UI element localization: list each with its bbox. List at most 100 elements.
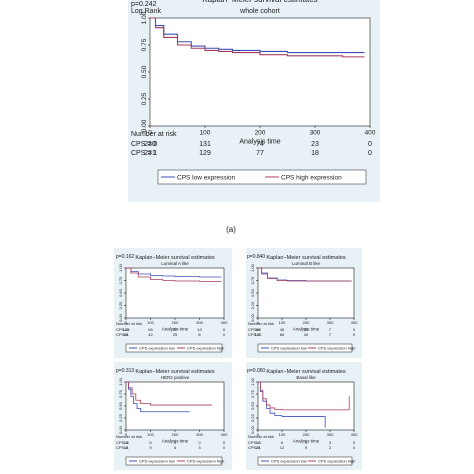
risk-value: 0 bbox=[368, 141, 372, 148]
x-tick-label: 300 bbox=[196, 320, 203, 325]
x-axis-label: Analysis time bbox=[162, 327, 189, 332]
chart-subtitle: Luminal B like bbox=[292, 261, 321, 266]
legend-box bbox=[257, 343, 353, 353]
p-value: p=0.050 bbox=[247, 368, 265, 374]
risk-value: 9 bbox=[305, 445, 308, 450]
series-line-2 bbox=[258, 381, 350, 411]
legend-box bbox=[157, 169, 367, 185]
risk-value: 231 bbox=[144, 150, 156, 157]
x-tick-label: 300 bbox=[327, 320, 334, 325]
plot-area bbox=[257, 267, 355, 319]
x-tick-label: 0 bbox=[257, 432, 260, 437]
x-tick-label: 100 bbox=[279, 320, 286, 325]
risk-value: 7 bbox=[329, 332, 332, 337]
y-tick-label: 0.25 bbox=[141, 92, 148, 105]
y-tick-label: 0.00 bbox=[118, 313, 123, 322]
risk-value: 3 bbox=[198, 445, 201, 450]
risk-value: 25 bbox=[256, 445, 261, 450]
risk-value: 5 bbox=[174, 445, 177, 450]
x-axis-label: Analysis time bbox=[162, 439, 189, 444]
risk-value: 74 bbox=[256, 141, 264, 148]
legend-label: CPS expression low bbox=[271, 458, 307, 463]
chart-subtitle: whole cohort bbox=[239, 8, 280, 15]
y-tick-label: 0.50 bbox=[118, 288, 123, 297]
risk-row-label: CPS = 1 bbox=[131, 150, 157, 157]
series-line-1 bbox=[126, 381, 190, 413]
x-tick-label: 300 bbox=[327, 432, 334, 437]
y-tick-label: 0.75 bbox=[118, 276, 123, 285]
x-axis-label: Analysis time bbox=[293, 439, 320, 444]
risk-value: 23 bbox=[304, 327, 309, 332]
risk-value: 18 bbox=[311, 150, 319, 157]
series-line-2 bbox=[258, 267, 352, 282]
risk-value: 0 bbox=[353, 332, 356, 337]
risk-value: 5 bbox=[149, 440, 152, 445]
x-tick-label: 100 bbox=[200, 130, 211, 137]
series-line-2 bbox=[126, 267, 222, 282]
chart-title: Kaplan−Meier survival estimates bbox=[202, 0, 317, 4]
x-tick-label: 400 bbox=[351, 432, 358, 437]
x-tick-label: 0 bbox=[125, 320, 128, 325]
y-tick-label: 0.25 bbox=[250, 413, 255, 422]
plot-area bbox=[257, 381, 355, 431]
risk-row-label: CPS=0 bbox=[116, 440, 130, 445]
y-tick-label: 0.50 bbox=[250, 288, 255, 297]
y-tick-label: 1.00 bbox=[141, 11, 148, 24]
plot-area bbox=[149, 17, 371, 127]
legend-label: CPS high expression bbox=[281, 174, 342, 181]
risk-value: 18 bbox=[124, 445, 129, 450]
legend-label: CPS expression high bbox=[187, 458, 224, 463]
risk-value: 3 bbox=[329, 440, 332, 445]
risk-value: 7 bbox=[329, 327, 332, 332]
x-tick-label: 0 bbox=[257, 320, 260, 325]
risk-value: 45 bbox=[280, 327, 285, 332]
series-line-1 bbox=[126, 267, 222, 278]
y-tick-label: 1.00 bbox=[250, 377, 255, 386]
risk-row-label: CPS = 0 bbox=[131, 141, 157, 148]
legend-label: CPS expression low bbox=[271, 345, 307, 350]
test-name: Log Rank bbox=[131, 8, 161, 15]
plot-area bbox=[125, 267, 225, 319]
x-tick-label: 100 bbox=[147, 432, 154, 437]
x-tick-label: 0 bbox=[125, 432, 128, 437]
risk-value: 0 bbox=[353, 440, 356, 445]
y-tick-label: 0.75 bbox=[250, 276, 255, 285]
risk-value: 25 bbox=[173, 332, 178, 337]
y-tick-label: 0.25 bbox=[250, 301, 255, 310]
x-tick-label: 100 bbox=[279, 432, 286, 437]
risk-header: Number at risk bbox=[116, 321, 142, 326]
y-tick-label: 0.00 bbox=[250, 425, 255, 434]
legend-box bbox=[125, 343, 223, 353]
y-tick-label: 0.00 bbox=[250, 313, 255, 322]
risk-header: Number at risk bbox=[248, 434, 274, 439]
risk-value: 17 bbox=[256, 440, 261, 445]
y-tick-label: 0.50 bbox=[141, 65, 148, 78]
risk-value: 8 bbox=[198, 332, 201, 337]
risk-value: 77 bbox=[256, 150, 264, 157]
y-tick-label: 1.00 bbox=[118, 263, 123, 272]
risk-value: 2 bbox=[329, 445, 332, 450]
risk-header: Number at risk bbox=[116, 434, 142, 439]
legend-label: CPS low expression bbox=[177, 174, 236, 181]
risk-value: 23 bbox=[311, 141, 319, 148]
risk-row-label: CPS=1 bbox=[116, 332, 130, 337]
y-tick-label: 0.50 bbox=[118, 401, 123, 410]
risk-value: 131 bbox=[199, 141, 211, 148]
x-axis-label: Analysis time bbox=[293, 327, 320, 332]
y-tick-label: 0.75 bbox=[118, 389, 123, 398]
legend-box bbox=[257, 456, 353, 466]
chart-title: Kaplan−Meier survival estimates bbox=[135, 369, 215, 375]
y-tick-label: 1.00 bbox=[118, 377, 123, 386]
legend-label: CPS expression low bbox=[139, 458, 175, 463]
y-tick-label: 0.75 bbox=[250, 389, 255, 398]
y-tick-label: 1.00 bbox=[250, 263, 255, 272]
chart-title: Kaplan−Meier survival estimates bbox=[266, 369, 346, 375]
risk-row-label: CPS=1 bbox=[248, 445, 262, 450]
risk-value: 66 bbox=[280, 332, 285, 337]
x-tick-label: 400 bbox=[221, 432, 228, 437]
y-tick-label: 0.00 bbox=[141, 119, 148, 132]
